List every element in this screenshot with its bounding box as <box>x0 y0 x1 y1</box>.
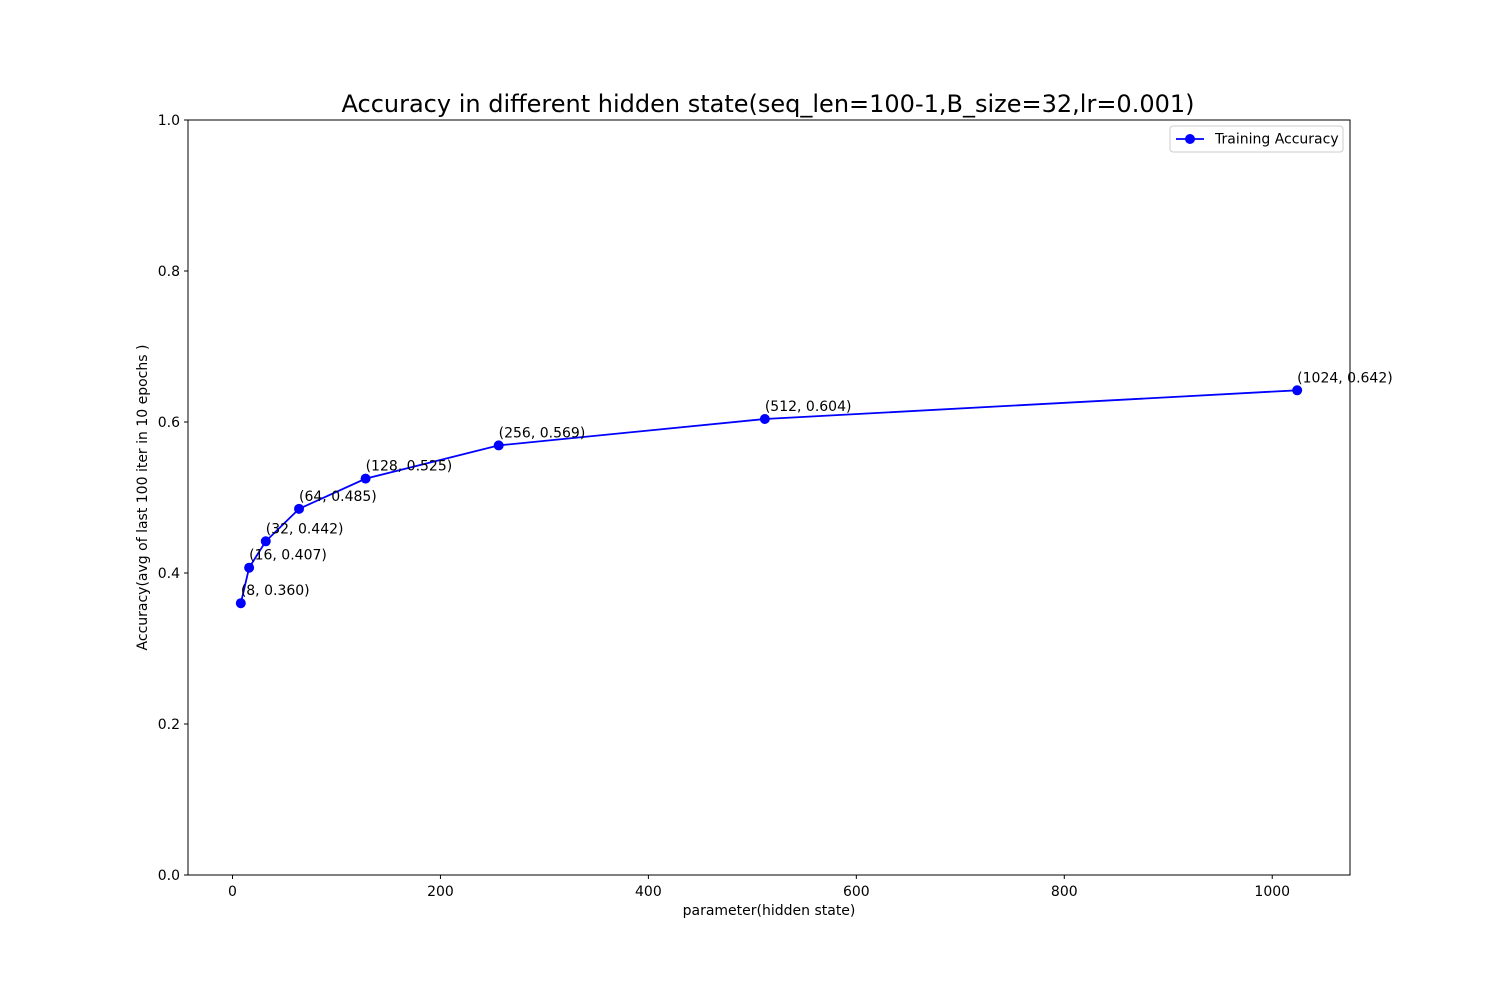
legend-marker-sample <box>1185 134 1195 144</box>
data-label: (32, 0.442) <box>266 521 344 537</box>
data-point <box>759 413 770 424</box>
data-label: (128, 0.525) <box>366 459 453 475</box>
y-tick-label: 1.0 <box>158 113 180 129</box>
y-tick-label: 0.2 <box>158 717 180 733</box>
data-point <box>235 598 246 609</box>
data-label: (256, 0.569) <box>499 425 586 441</box>
y-axis-ticks: 0.0 0.2 0.4 0.6 0.8 1.0 <box>158 113 188 884</box>
x-axis-label: parameter(hidden state) <box>683 903 856 919</box>
x-tick-label: 1000 <box>1254 884 1290 900</box>
data-point <box>1292 385 1303 396</box>
data-point <box>360 473 371 484</box>
legend-label-training-accuracy: Training Accuracy <box>1214 132 1339 148</box>
series-line-training-accuracy <box>239 389 1298 604</box>
data-label: (64, 0.485) <box>299 489 377 505</box>
x-axis-ticks: 0 200 400 600 800 1000 <box>228 875 1290 900</box>
plot-area: (8, 0.360) (16, 0.407) (32, 0.442) (64, 0.4… <box>235 370 1393 609</box>
data-label: (1024, 0.642) <box>1297 370 1393 386</box>
data-label: (512, 0.604) <box>765 399 852 415</box>
legend: Training Accuracy <box>1169 125 1344 153</box>
y-tick-label: 0.6 <box>158 415 180 431</box>
data-label: (16, 0.407) <box>249 548 327 564</box>
x-tick-label: 400 <box>635 884 662 900</box>
data-point <box>294 503 305 514</box>
data-point <box>260 536 271 547</box>
data-point <box>244 562 255 573</box>
y-tick-label: 0.0 <box>158 868 180 884</box>
legend-box <box>1169 125 1344 153</box>
x-tick-label: 200 <box>427 884 454 900</box>
y-tick-label: 0.8 <box>158 264 180 280</box>
plot-frame <box>187 119 1351 876</box>
x-tick-label: 800 <box>1051 884 1078 900</box>
y-axis-label: Accuracy(avg of last 100 iter in 10 epoc… <box>135 345 151 651</box>
y-tick-label: 0.4 <box>158 566 180 582</box>
x-tick-label: 0 <box>228 884 237 900</box>
x-tick-label: 600 <box>843 884 870 900</box>
data-label: (8, 0.360) <box>241 583 310 599</box>
data-point <box>493 440 504 451</box>
chart-title: Accuracy in different hidden state(seq_l… <box>342 90 1195 118</box>
